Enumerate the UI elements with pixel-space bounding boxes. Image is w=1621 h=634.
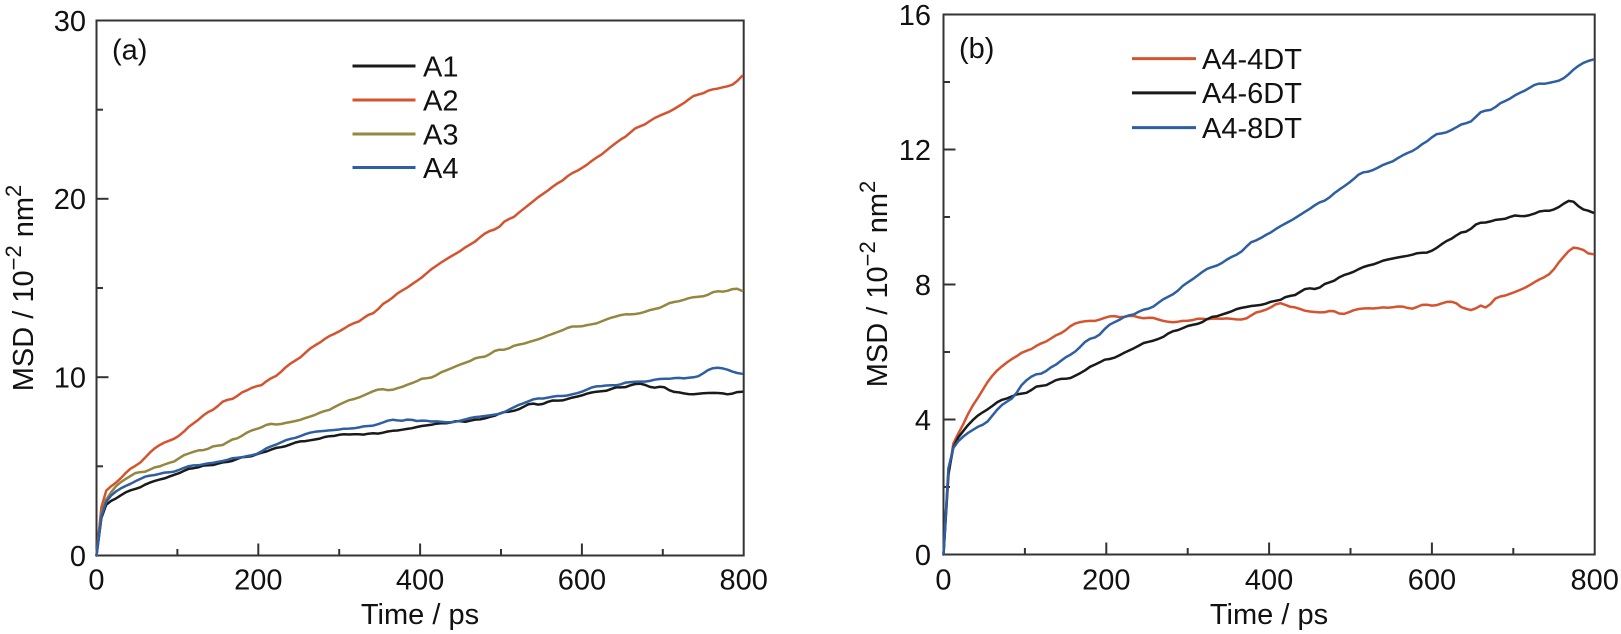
svg-text:20: 20: [54, 184, 86, 216]
svg-text:16: 16: [899, 0, 931, 32]
svg-text:800: 800: [1571, 565, 1619, 597]
svg-text:4: 4: [915, 405, 931, 437]
svg-text:0: 0: [88, 565, 104, 597]
svg-text:0: 0: [70, 541, 86, 573]
svg-text:30: 30: [54, 6, 86, 38]
svg-text:12: 12: [899, 135, 931, 167]
svg-text:A4-6DT: A4-6DT: [1202, 78, 1302, 110]
svg-text:200: 200: [1082, 565, 1130, 597]
svg-text:MSD / 10−2 nm2: MSD / 10−2 nm2: [855, 181, 894, 388]
svg-text:A4-8DT: A4-8DT: [1202, 113, 1302, 145]
svg-text:600: 600: [558, 565, 606, 597]
svg-text:MSD / 10−2 nm2: MSD / 10−2 nm2: [1, 185, 40, 392]
svg-text:A2: A2: [423, 85, 458, 117]
svg-text:600: 600: [1408, 565, 1456, 597]
svg-text:0: 0: [915, 540, 931, 572]
svg-text:0: 0: [935, 565, 951, 597]
svg-text:10: 10: [54, 363, 86, 395]
svg-text:(b): (b): [959, 33, 994, 65]
svg-text:Time / ps: Time / ps: [1210, 599, 1328, 631]
svg-text:800: 800: [720, 565, 768, 597]
svg-text:400: 400: [1245, 565, 1293, 597]
svg-text:A4-4DT: A4-4DT: [1202, 44, 1302, 76]
svg-text:A1: A1: [423, 51, 458, 83]
svg-text:200: 200: [234, 565, 282, 597]
svg-text:Time / ps: Time / ps: [361, 599, 479, 631]
svg-text:(a): (a): [112, 35, 147, 67]
svg-text:400: 400: [396, 565, 444, 597]
svg-text:8: 8: [915, 270, 931, 302]
svg-text:A4: A4: [423, 153, 458, 185]
svg-text:A3: A3: [423, 119, 458, 151]
